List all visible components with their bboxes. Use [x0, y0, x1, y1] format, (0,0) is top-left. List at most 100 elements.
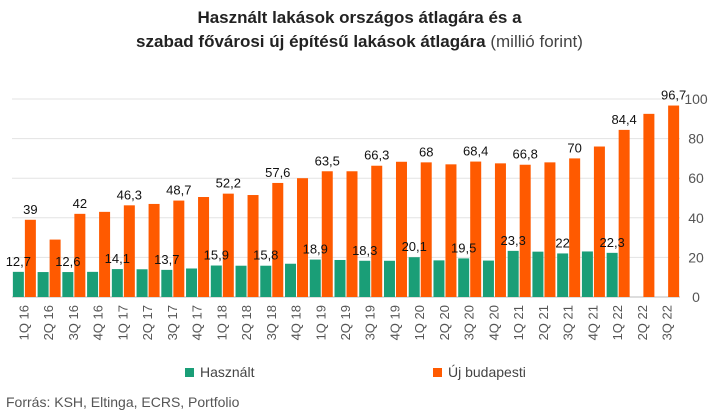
bar-hasznalt — [37, 272, 49, 297]
x-tick-label: 2Q 21 — [536, 305, 551, 340]
x-tick-label: 3Q 21 — [561, 305, 576, 340]
bar-uj-budapesti — [173, 200, 185, 297]
x-tick-label: 1Q 17 — [115, 305, 130, 340]
bar-uj-budapesti — [148, 203, 160, 297]
bar-hasznalt — [111, 269, 123, 297]
bar-uj-budapesti — [99, 211, 111, 297]
data-label-uj-budapesti: 48,7 — [166, 183, 191, 198]
bar-uj-budapesti — [24, 219, 36, 297]
data-label-hasznalt: 12,6 — [55, 254, 80, 269]
x-tick-label: 2Q 18 — [239, 305, 254, 340]
data-label-hasznalt: 15,8 — [253, 248, 278, 263]
source-note: Forrás: KSH, Eltinga, ECRS, Portfolio — [6, 394, 240, 410]
y-tick-label: 80 — [688, 131, 704, 147]
x-tick-label: 2Q 20 — [437, 305, 452, 340]
title-line-1: Használt lakások országos átlagára és a — [197, 8, 522, 27]
x-tick-label: 4Q 19 — [387, 305, 402, 340]
data-label-hasznalt: 18,3 — [352, 243, 377, 258]
data-label-hasznalt: 12,7 — [6, 254, 31, 269]
bar-uj-budapesti — [668, 105, 680, 297]
bar-hasznalt — [433, 260, 445, 297]
data-label-uj-budapesti: 52,2 — [216, 176, 241, 191]
x-tick-label: 2Q 22 — [635, 305, 650, 340]
data-label-uj-budapesti: 68,4 — [463, 144, 488, 159]
data-label-uj-budapesti: 68 — [419, 144, 433, 159]
bar-uj-budapesti — [247, 195, 259, 297]
x-tick-label: 3Q 20 — [462, 305, 477, 340]
data-label-hasznalt: 14,1 — [105, 251, 130, 266]
bar-hasznalt — [557, 253, 569, 297]
bar-uj-budapesti — [272, 182, 284, 297]
x-tick-label: 4Q 16 — [91, 305, 106, 340]
x-tick-label: 1Q 18 — [214, 305, 229, 340]
bar-hasznalt — [359, 260, 371, 297]
legend-label-hasznalt: Használt — [200, 364, 255, 380]
bar-hasznalt — [309, 259, 321, 297]
data-label-uj-budapesti: 96,7 — [661, 88, 686, 103]
bar-uj-budapesti — [544, 162, 556, 297]
x-tick-label: 3Q 17 — [165, 305, 180, 340]
data-label-hasznalt: 13,7 — [154, 252, 179, 267]
bar-hasznalt — [581, 251, 593, 297]
bar-hasznalt — [87, 271, 99, 297]
y-tick-label: 0 — [692, 289, 700, 305]
y-tick-label: 20 — [688, 249, 704, 265]
data-label-hasznalt: 22 — [555, 235, 569, 250]
y-tick-label: 40 — [688, 210, 704, 226]
legend-item-hasznalt: Használt — [185, 364, 254, 380]
bar-uj-budapesti — [618, 129, 630, 297]
x-tick-label: 1Q 22 — [610, 305, 625, 340]
x-tick-label: 2Q 16 — [41, 305, 56, 340]
bar-hasznalt — [210, 265, 222, 297]
bar-hasznalt — [606, 252, 618, 297]
bar-uj-budapesti — [470, 161, 482, 297]
data-label-hasznalt: 20,1 — [402, 239, 427, 254]
legend-item-uj-budapesti: Új budapesti — [433, 364, 526, 380]
data-label-hasznalt: 18,9 — [303, 242, 328, 257]
data-label-hasznalt: 15,9 — [204, 248, 229, 263]
bar-uj-budapesti — [74, 213, 86, 297]
bar-hasznalt — [383, 260, 395, 297]
x-tick-label: 1Q 21 — [511, 305, 526, 340]
data-label-hasznalt: 19,5 — [451, 240, 476, 255]
bar-uj-budapesti — [297, 178, 309, 297]
data-label-uj-budapesti: 70 — [567, 140, 581, 155]
bar-uj-budapesti — [569, 158, 581, 297]
y-tick-label: 100 — [684, 91, 708, 107]
bar-hasznalt — [532, 251, 544, 297]
bar-uj-budapesti — [123, 205, 135, 297]
x-tick-label: 1Q 16 — [16, 305, 31, 340]
legend-swatch-hasznalt — [185, 367, 194, 377]
data-label-hasznalt: 23,3 — [501, 233, 526, 248]
x-tick-label: 4Q 21 — [585, 305, 600, 340]
bar-uj-budapesti — [321, 171, 333, 297]
x-tick-label: 4Q 18 — [289, 305, 304, 340]
x-tick-label: 1Q 20 — [412, 305, 427, 340]
title-line-2: szabad fővárosi új építésű lakások átlag… — [136, 32, 486, 51]
x-tick-label: 1Q 19 — [313, 305, 328, 340]
bar-hasznalt — [12, 271, 24, 297]
bar-uj-budapesti — [445, 164, 457, 297]
x-tick-label: 3Q 16 — [66, 305, 81, 340]
bar-hasznalt — [458, 258, 470, 297]
x-tick-label: 4Q 17 — [190, 305, 205, 340]
bar-hasznalt — [334, 259, 346, 297]
data-label-uj-budapesti: 57,6 — [265, 165, 290, 180]
data-label-uj-budapesti: 66,3 — [364, 148, 389, 163]
bar-uj-budapesti — [593, 146, 605, 297]
bar-uj-budapesti — [420, 162, 432, 297]
data-label-uj-budapesti: 84,4 — [611, 112, 636, 127]
bar-hasznalt — [285, 263, 297, 297]
legend-swatch-uj-budapesti — [433, 367, 442, 377]
bar-hasznalt — [235, 265, 247, 297]
data-label-uj-budapesti: 42 — [73, 196, 87, 211]
x-tick-label: 3Q 22 — [660, 305, 675, 340]
x-tick-label: 4Q 20 — [486, 305, 501, 340]
bar-hasznalt — [482, 260, 494, 297]
bar-uj-budapesti — [643, 113, 655, 297]
bar-hasznalt — [260, 265, 272, 297]
bar-uj-budapesti — [395, 161, 407, 297]
bar-uj-budapesti — [494, 163, 506, 297]
bar-uj-budapesti — [371, 165, 383, 297]
